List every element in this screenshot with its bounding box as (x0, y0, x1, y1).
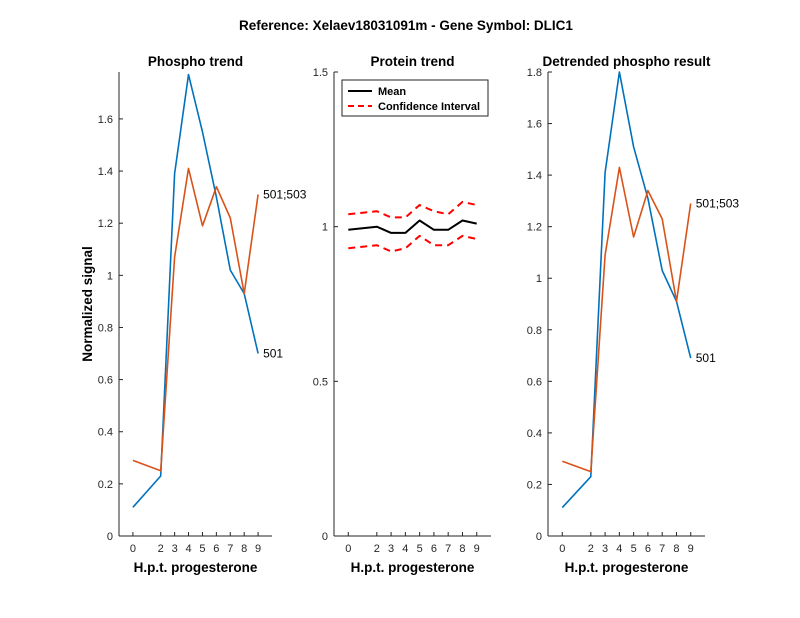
x-tick-label: 0 (345, 543, 351, 555)
series-end-label: 501;503 (263, 188, 307, 202)
x-axis-label: H.p.t. progesterone (565, 560, 689, 575)
x-tick-label: 2 (158, 543, 164, 555)
y-tick-label: 1.4 (98, 166, 113, 178)
x-tick-label: 4 (185, 543, 191, 555)
series-line-1 (132, 73, 259, 508)
series-line-1 (348, 219, 477, 234)
chart-panel-1: Phospho trend 0 2 3 4 5 6 7 8 9 0 0.2 0.4 0.6 0.8 1 1.2 1… (80, 54, 307, 575)
x-tick-label: 6 (645, 543, 651, 555)
x-tick-label: 5 (631, 543, 637, 555)
y-tick-label: 0.2 (527, 479, 542, 491)
series-end-label: 501 (696, 351, 716, 365)
series-line-3 (348, 234, 477, 253)
y-tick-label: 1.2 (98, 218, 113, 230)
legend-label: Mean (378, 86, 406, 98)
series-line-2 (132, 167, 259, 472)
series-end-label: 501;503 (696, 196, 740, 210)
chart-panel-2: Protein trend 0 2 3 4 5 6 7 8 9 0 0.5 1 1.5 H.p.t. pro… (313, 54, 491, 575)
x-tick-label: 3 (388, 543, 394, 555)
x-tick-label: 7 (659, 543, 665, 555)
figure-title: Reference: Xelaev18031091m - Gene Symbol… (239, 18, 573, 33)
x-tick-label: 5 (417, 543, 423, 555)
series-line-2 (562, 166, 692, 473)
legend-box (341, 79, 489, 117)
x-tick-label: 2 (374, 543, 380, 555)
x-axis-label: H.p.t. progesterone (134, 560, 258, 575)
y-tick-label: 1.6 (98, 114, 113, 126)
y-tick-label: 0.6 (527, 376, 542, 388)
x-axis-label: H.p.t. progesterone (351, 560, 475, 575)
x-tick-label: 6 (213, 543, 219, 555)
x-tick-label: 0 (130, 543, 136, 555)
series-line-1 (561, 71, 692, 509)
x-tick-label: 8 (241, 543, 247, 555)
x-tick-label: 3 (602, 543, 608, 555)
y-tick-label: 0.6 (98, 375, 113, 387)
y-tick-label: 1.6 (527, 119, 542, 131)
x-tick-label: 3 (172, 543, 178, 555)
x-tick-label: 5 (199, 543, 205, 555)
y-tick-label: 0 (322, 531, 328, 543)
y-tick-label: 1 (107, 270, 113, 282)
series-end-label: 501 (263, 347, 283, 361)
y-tick-label: 1.8 (527, 67, 542, 79)
x-tick-label: 2 (588, 543, 594, 555)
x-tick-label: 4 (402, 543, 408, 555)
y-tick-label: 0.2 (98, 479, 113, 491)
x-tick-label: 0 (559, 543, 565, 555)
y-tick-label: 0.4 (527, 428, 542, 440)
y-axis-label: Normalized signal (80, 246, 95, 362)
x-tick-label: 9 (688, 543, 694, 555)
x-tick-label: 7 (445, 543, 451, 555)
y-tick-label: 1.2 (527, 222, 542, 234)
x-tick-label: 6 (431, 543, 437, 555)
x-tick-label: 4 (616, 543, 622, 555)
y-tick-label: 1 (322, 222, 328, 234)
y-tick-label: 1 (536, 273, 542, 285)
y-tick-label: 0.5 (313, 376, 328, 388)
y-tick-label: 0.8 (98, 322, 113, 334)
legend: Mean Confidence Interval (341, 79, 489, 117)
y-tick-label: 0.4 (98, 427, 113, 439)
x-tick-label: 8 (459, 543, 465, 555)
x-tick-label: 9 (474, 543, 480, 555)
y-tick-label: 1.5 (313, 67, 328, 79)
legend-label: Confidence Interval (378, 101, 480, 113)
x-tick-label: 9 (255, 543, 261, 555)
x-tick-label: 8 (673, 543, 679, 555)
chart-title: Protein trend (370, 54, 454, 69)
series-line-2 (348, 200, 477, 219)
chart-panel-3: Detrended phospho result 0 2 3 4 5 6 7 8 9 0 0.2 0.4… (527, 54, 740, 575)
chart-title: Detrended phospho result (542, 54, 711, 69)
y-tick-label: 0 (107, 531, 113, 543)
y-tick-label: 0.8 (527, 325, 542, 337)
y-tick-label: 0 (536, 531, 542, 543)
y-tick-label: 1.4 (527, 170, 542, 182)
chart-title: Phospho trend (148, 54, 243, 69)
x-tick-label: 7 (227, 543, 233, 555)
